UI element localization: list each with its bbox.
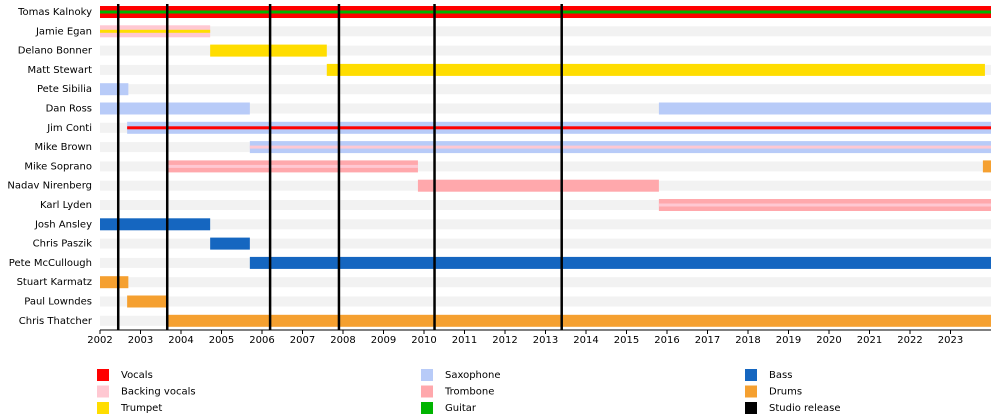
legend-swatch (97, 369, 109, 381)
member-bar (100, 83, 129, 96)
x-tick-label: 2016 (654, 335, 679, 346)
member-label: Mike Brown (34, 142, 92, 153)
legend-swatch (97, 402, 109, 414)
role-stripe (658, 203, 991, 207)
x-tick-label: 2008 (330, 335, 355, 346)
x-tick-label: 2019 (776, 335, 801, 346)
row-stripe (100, 296, 991, 307)
x-tick-label: 2018 (735, 335, 760, 346)
x-tick-label: 2021 (857, 335, 882, 346)
row-stripe (100, 26, 991, 37)
member-label: Nadav Nirenberg (7, 181, 92, 192)
member-label: Paul Lowndes (24, 297, 92, 308)
x-tick-label: 2015 (614, 335, 639, 346)
member-label: Dan Ross (46, 104, 92, 115)
x-tick-label: 2022 (897, 335, 922, 346)
member-bar (249, 256, 992, 269)
member-bar (210, 237, 250, 250)
x-tick-label: 2017 (695, 335, 720, 346)
member-bar (100, 102, 250, 115)
row-stripe (100, 103, 991, 114)
legend-label: Trumpet (120, 403, 162, 414)
row-stripe (100, 161, 991, 172)
x-tick-label: 2003 (128, 335, 153, 346)
row-stripe (100, 45, 991, 56)
legend-swatch (745, 402, 757, 414)
legend-swatch (421, 369, 433, 381)
member-label: Matt Stewart (27, 65, 92, 76)
x-tick-label: 2005 (209, 335, 234, 346)
role-stripe (100, 29, 211, 33)
row-stripe (100, 238, 991, 249)
x-tick-label: 2020 (816, 335, 841, 346)
member-label: Mike Soprano (24, 161, 92, 172)
member-bar (100, 218, 211, 231)
legend-swatch (421, 385, 433, 398)
role-stripe (100, 10, 991, 14)
x-tick-label: 2009 (371, 335, 396, 346)
role-stripe (167, 164, 418, 168)
member-label: Karl Lyden (40, 200, 92, 211)
member-label: Delano Bonner (18, 46, 93, 57)
row-stripe (100, 200, 991, 210)
legend-label: Guitar (445, 403, 477, 414)
x-tick-label: 2011 (452, 335, 477, 346)
role-stripe (127, 126, 991, 130)
legend-swatch (421, 402, 433, 414)
role-stripe (249, 145, 992, 149)
member-bar (100, 276, 129, 289)
x-tick-label: 2002 (87, 335, 112, 346)
row-stripe (100, 277, 991, 288)
member-bar (326, 63, 985, 76)
member-label: Chris Thatcher (19, 316, 93, 327)
legend-label: Saxophone (445, 370, 501, 381)
legend-label: Drums (769, 387, 802, 398)
member-bar (982, 160, 991, 173)
x-tick-label: 2012 (492, 335, 517, 346)
x-tick-label: 2014 (573, 335, 598, 346)
legend-label: Bass (769, 370, 792, 381)
x-tick-label: 2004 (168, 335, 193, 346)
member-bar (658, 102, 991, 115)
legend-swatch (745, 369, 757, 381)
x-tick-label: 2010 (411, 335, 436, 346)
member-label: Jim Conti (46, 123, 92, 134)
member-label: Pete McCullough (9, 258, 92, 269)
row-stripe (100, 84, 991, 95)
x-tick-label: 2006 (249, 335, 274, 346)
member-label: Josh Ansley (34, 219, 92, 230)
legend-label: Trombone (444, 387, 494, 398)
legend-label: Backing vocals (121, 387, 196, 398)
member-bar (210, 44, 327, 57)
member-bar (167, 314, 992, 327)
row-stripe (100, 219, 991, 230)
legend-swatch (745, 385, 757, 398)
x-tick-label: 2023 (938, 335, 963, 346)
member-bar (127, 295, 168, 308)
x-tick-label: 2007 (290, 335, 315, 346)
legend-label: Studio release (769, 403, 841, 414)
legend-swatch (97, 385, 109, 398)
member-bar (417, 179, 659, 192)
legend-label: Vocals (121, 370, 153, 381)
member-label: Jamie Egan (35, 26, 92, 37)
member-label: Chris Paszik (33, 239, 93, 250)
member-label: Stuart Karmatz (17, 277, 92, 288)
member-label: Pete Sibilia (37, 84, 92, 95)
x-tick-label: 2013 (533, 335, 558, 346)
member-label: Tomas Kalnoky (17, 7, 92, 18)
